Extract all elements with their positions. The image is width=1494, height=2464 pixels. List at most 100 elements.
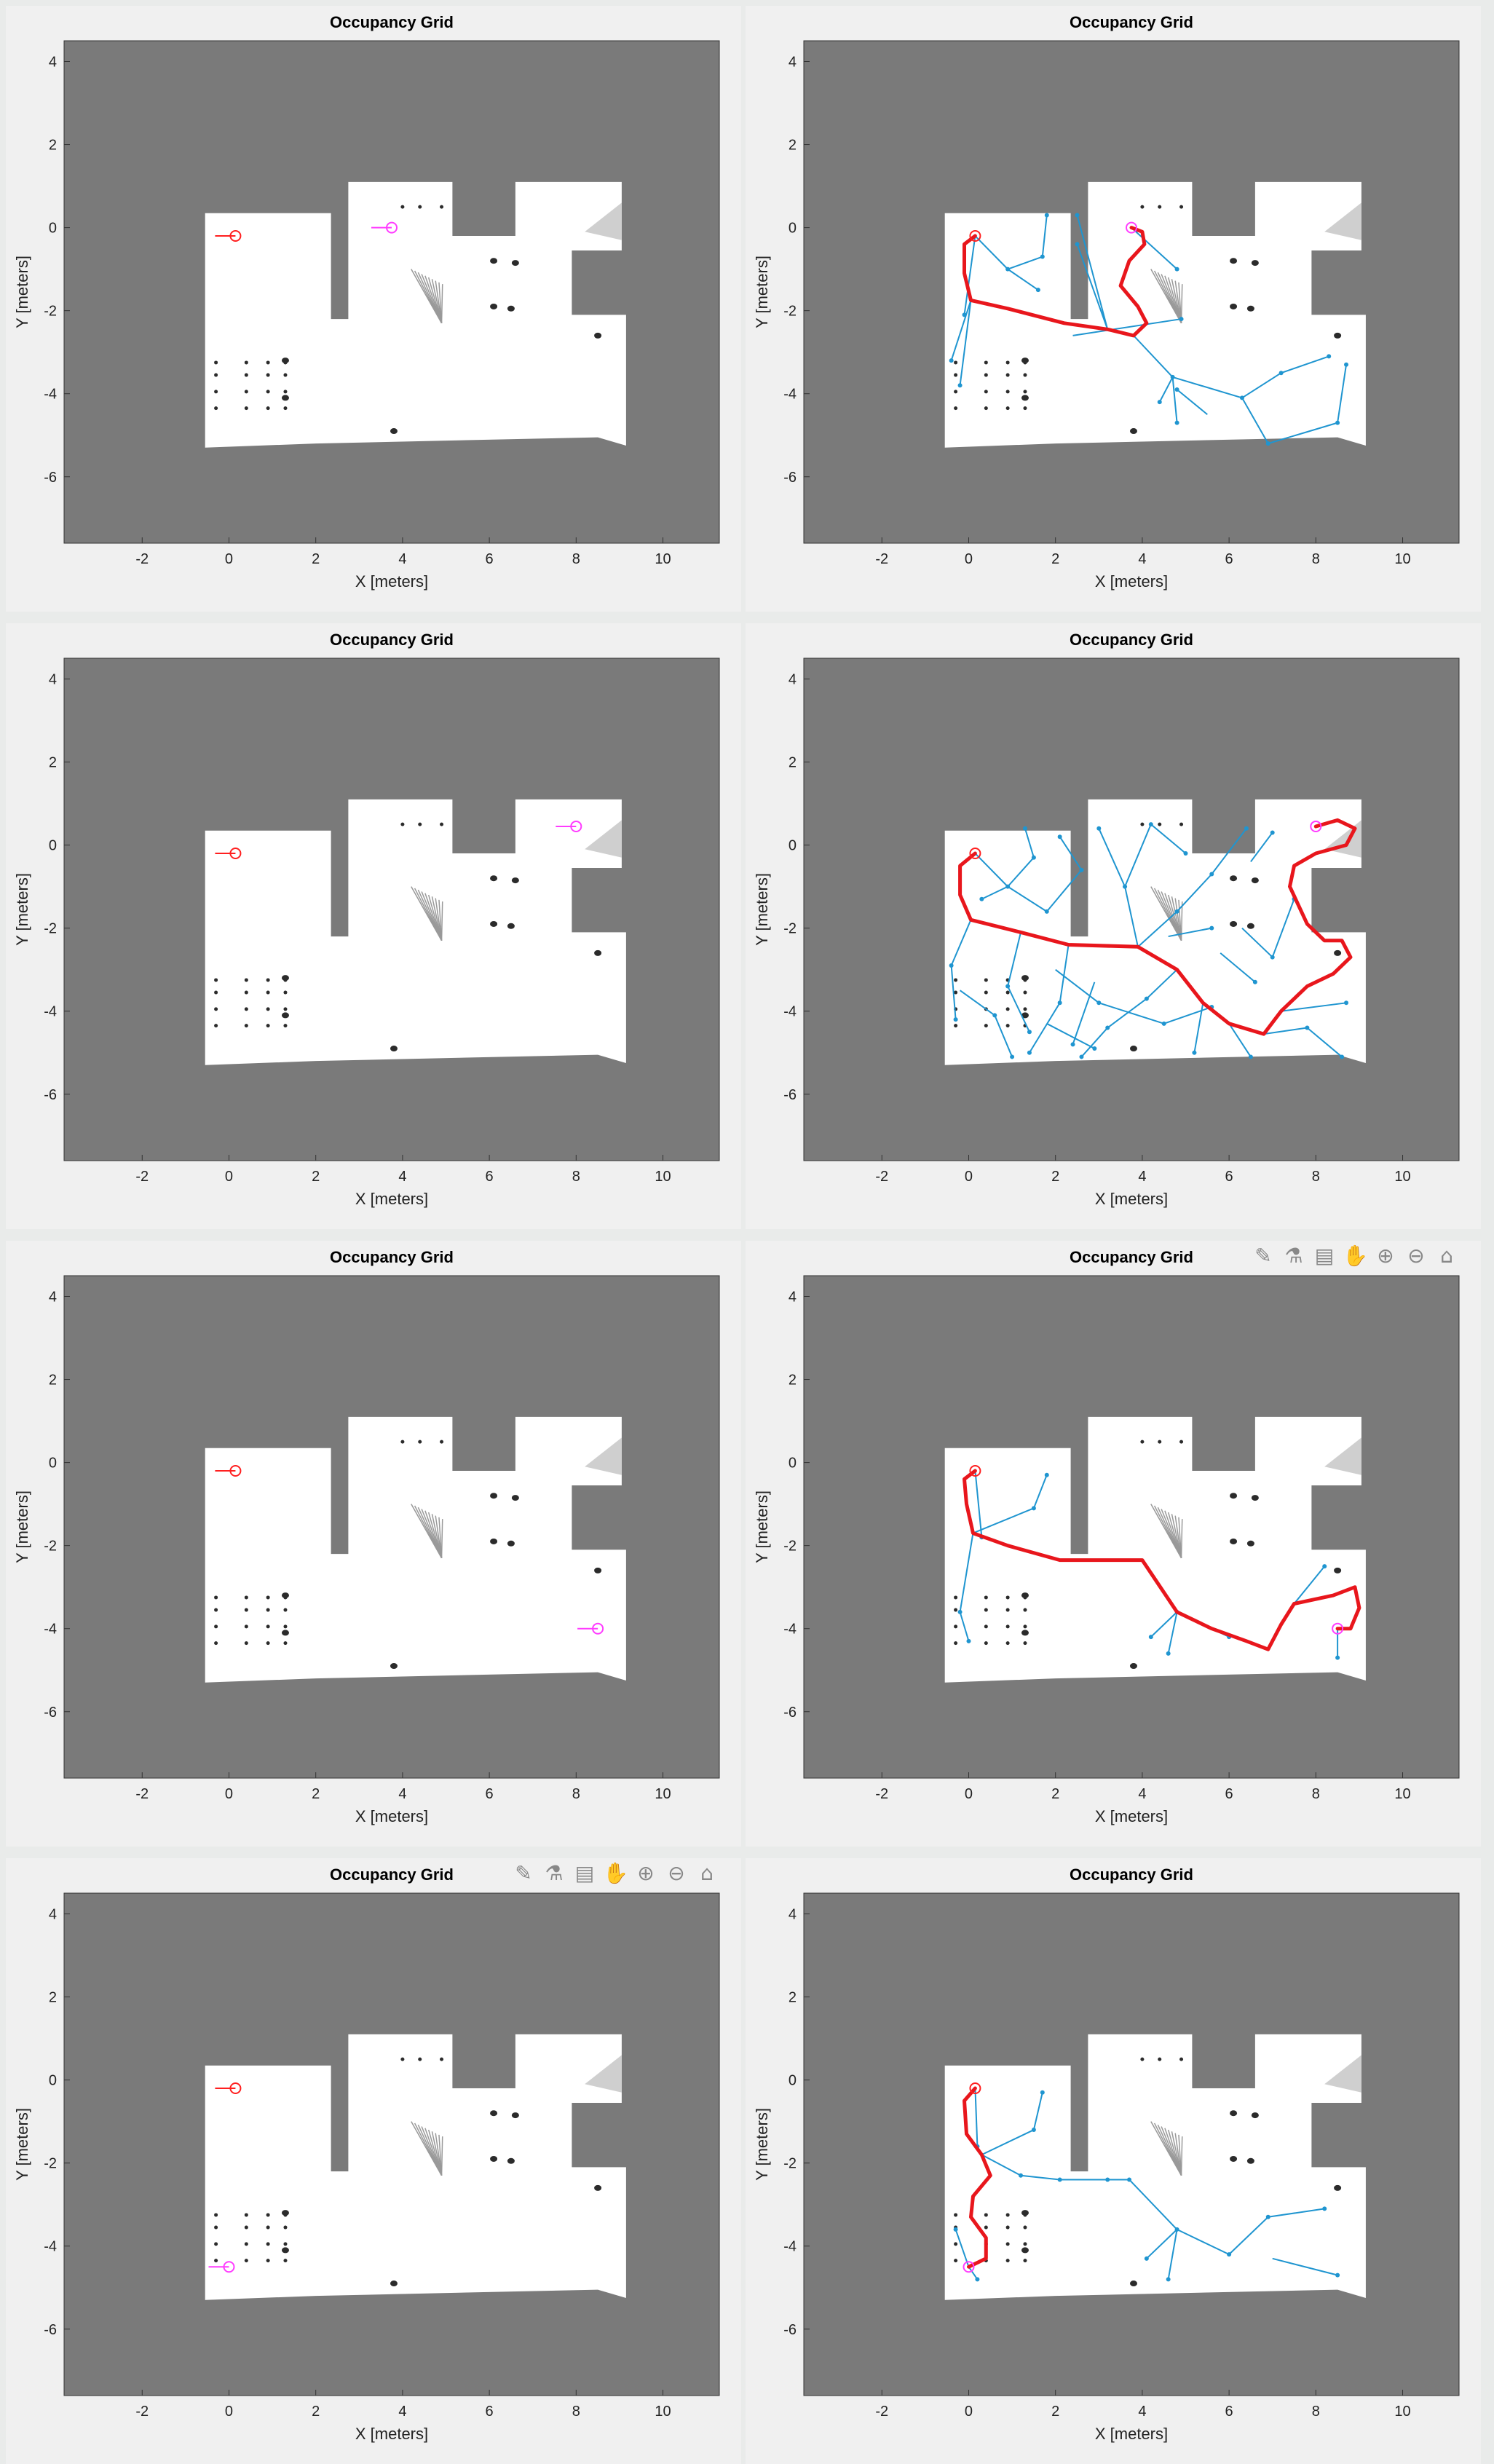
obstacle-point [283, 2242, 288, 2246]
home-icon[interactable]: ⌂ [1440, 1244, 1453, 1268]
tree-edge [1032, 2092, 1043, 2131]
y-tick-label: 4 [49, 55, 57, 71]
planned-path [963, 226, 1149, 338]
ray-mark [438, 282, 443, 323]
obstacle-point [266, 406, 270, 411]
tree-edge [959, 300, 972, 386]
zoom-in-icon[interactable]: ⊕ [1377, 1244, 1394, 1268]
tree-node [1174, 420, 1179, 425]
obstacle-blob [594, 332, 602, 339]
x-tick-label: 8 [572, 1786, 580, 1802]
obstacle-blob [1230, 258, 1238, 264]
obstacle-point [984, 1624, 988, 1629]
lidar-ray-artifacts [1150, 1504, 1183, 1559]
zoom-out-icon[interactable]: ⊖ [1407, 1244, 1425, 1268]
tree-node [1157, 400, 1162, 405]
obstacle-point [440, 2057, 444, 2061]
lidar-ray-artifacts [411, 1504, 443, 1559]
tree-node [1244, 826, 1249, 831]
x-tick-label: 0 [225, 1786, 233, 1802]
obstacle-blob [594, 949, 602, 956]
obstacle-point [1005, 390, 1010, 394]
obstacle-point [283, 390, 288, 394]
obstacle-blob [281, 2247, 289, 2254]
x-tick-label: 4 [1138, 2404, 1146, 2420]
zoom-out-icon[interactable]: ⊖ [668, 1861, 685, 1885]
y-tick-label: -4 [783, 1004, 797, 1020]
y-tick-label: 0 [49, 838, 57, 854]
tree-node [1027, 1050, 1032, 1055]
obstacle-point [954, 2242, 958, 2246]
occupancy-grid-plot-4[interactable]: Occupancy Grid -2 0 2 4 6 8 10 4 2 0 -2 -4 -6 X [meter… [746, 623, 1481, 1229]
obstacle-point [400, 205, 405, 209]
obstacle-point [1023, 990, 1027, 995]
y-tick-label: -2 [44, 2156, 57, 2172]
obstacle-point [984, 390, 988, 394]
obstacle-point [984, 990, 988, 995]
obstacle-point [400, 2057, 405, 2061]
tree-edge [1167, 1611, 1178, 1654]
pan-hand-icon[interactable]: ✋ [1343, 1244, 1368, 1268]
free-space [944, 799, 1366, 1065]
tree-node [1335, 420, 1340, 425]
datatip-icon[interactable]: ▤ [1314, 1244, 1335, 1268]
axes-frame [803, 1892, 1460, 2396]
x-tick-label: 6 [1225, 1169, 1233, 1185]
axes-frame [803, 40, 1460, 544]
x-tick-label: 4 [398, 1169, 406, 1185]
tree-edge [1029, 1002, 1061, 1054]
obstacle-point [214, 1595, 218, 1600]
x-tick-label: -2 [875, 1786, 888, 1802]
tree-edge [1133, 335, 1174, 378]
occupancy-grid-plot-2[interactable]: Occupancy Grid -2 0 2 4 6 8 10 4 2 0 -2 -4 -6 X [meter… [746, 6, 1481, 612]
tree-edge [1059, 944, 1070, 1003]
flask-icon[interactable]: ⚗ [545, 1861, 564, 1885]
obstacle-blob [1246, 2157, 1254, 2164]
obstacle-point [244, 2213, 248, 2217]
obstacle-blob [1230, 2110, 1238, 2117]
obstacle-point [1140, 2057, 1145, 2061]
obstacle-point [214, 990, 218, 995]
occupancy-grid-plot-7[interactable]: Occupancy Grid -2 0 2 4 6 8 10 4 2 0 -2 -4 -6 X [meter… [6, 1858, 741, 2464]
tree-edge [1032, 1474, 1048, 1509]
obstacle-point [214, 406, 218, 411]
ray-mark [435, 898, 443, 941]
tree-edge [959, 1611, 970, 1642]
occupancy-grid-plot-8[interactable]: Occupancy Grid -2 0 2 4 6 8 10 4 2 0 -2 -4 -6 X [meter… [746, 1858, 1481, 2464]
tree-edge [1293, 1565, 1326, 1605]
tree-node [1322, 1564, 1327, 1569]
obstacle-blob [1251, 1495, 1259, 1501]
obstacle-point [1005, 406, 1010, 411]
zoom-in-icon[interactable]: ⊕ [637, 1861, 655, 1885]
tree-node [1322, 2206, 1327, 2211]
brush-icon[interactable]: ✎ [515, 1861, 532, 1885]
tree-node [1027, 1030, 1032, 1035]
occupancy-grid-plot-1[interactable]: Occupancy Grid -2 0 2 4 6 8 10 4 2 0 -2 -4 -6 X [meter… [6, 6, 741, 612]
occupancy-grid-plot-3[interactable]: Occupancy Grid -2 0 2 4 6 8 10 4 2 0 -2 -4 -6 X [meter… [6, 623, 741, 1229]
tree-node [1105, 2177, 1110, 2182]
tree-edge [981, 885, 1008, 900]
occupancy-grid-panel-2: Occupancy Grid -2 0 2 4 6 8 10 4 2 0 -2 -4 -6 X [meter… [746, 6, 1481, 612]
tree-edge [1131, 226, 1178, 270]
obstacle-point [1179, 2057, 1184, 2061]
tree-node [1010, 1054, 1015, 1059]
free-space [944, 181, 1366, 448]
obstacle-point [1179, 1440, 1184, 1444]
obstacle-point [1005, 2259, 1010, 2263]
home-icon[interactable]: ⌂ [700, 1861, 714, 1885]
datatip-icon[interactable]: ▤ [574, 1861, 595, 1885]
planned-path [958, 818, 1357, 1036]
x-tick-label: 6 [486, 551, 494, 567]
brush-icon[interactable]: ✎ [1254, 1244, 1272, 1268]
obstacle-point [283, 1624, 288, 1629]
flask-icon[interactable]: ⚗ [1284, 1244, 1303, 1268]
occupancy-grid-plot-6[interactable]: Occupancy Grid -2 0 2 4 6 8 10 4 2 0 -2 -4 -6 X [meter… [746, 1241, 1481, 1847]
obstacle-point [954, 1608, 958, 1612]
pan-hand-icon[interactable]: ✋ [603, 1861, 628, 1885]
obstacle-blob [1246, 923, 1254, 929]
y-tick-label: 4 [49, 672, 57, 688]
x-tick-label: 2 [312, 1786, 320, 1802]
occupancy-grid-plot-5[interactable]: Occupancy Grid -2 0 2 4 6 8 10 4 2 0 -2 -4 -6 X [meter… [6, 1241, 741, 1847]
obstacle-point [954, 1624, 958, 1629]
obstacle-point [283, 1608, 288, 1612]
